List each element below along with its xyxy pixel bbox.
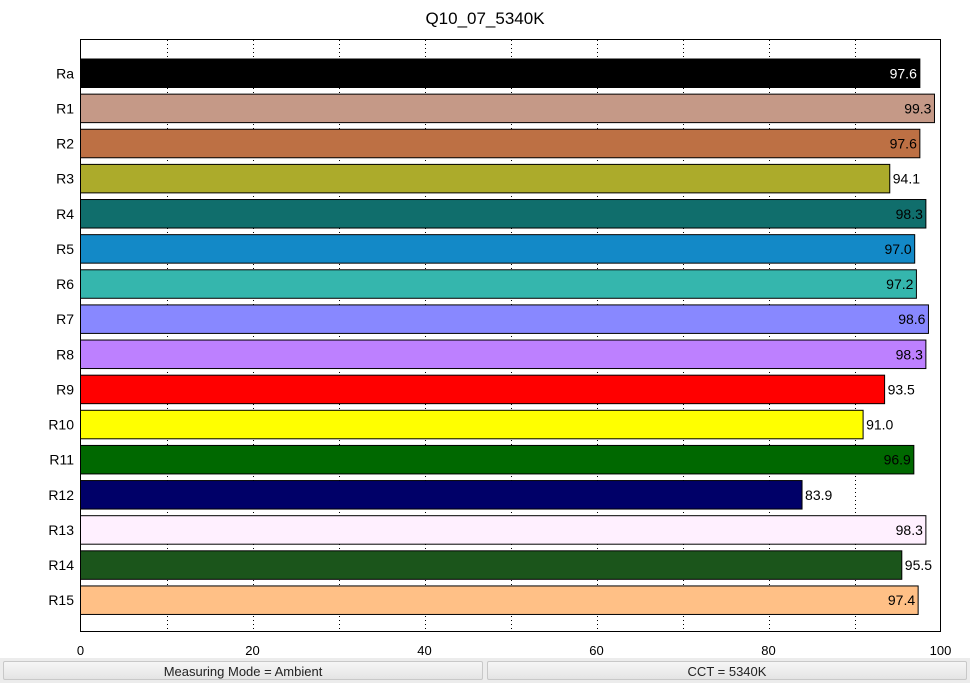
bar-value-label: 97.6	[890, 136, 917, 152]
category-label: R8	[56, 346, 74, 362]
category-label: R5	[56, 241, 74, 257]
category-label: R12	[48, 487, 74, 503]
bar-r10	[80, 409, 864, 440]
bar-r2	[80, 128, 921, 159]
bar-r13	[80, 515, 927, 545]
bar-r6	[80, 269, 917, 299]
bar-r3	[80, 163, 891, 194]
bar-value-label: 98.3	[896, 206, 923, 222]
status-bar: Measuring Mode = Ambient CCT = 5340K	[0, 658, 970, 683]
bar-r12	[80, 480, 803, 510]
bar-value-label: 99.3	[904, 100, 931, 116]
bar-value-label: 97.6	[890, 65, 917, 81]
measuring-mode-status: Measuring Mode = Ambient	[3, 661, 483, 680]
category-label: Ra	[56, 65, 74, 81]
bar-value-label: 98.3	[896, 346, 923, 362]
category-label: R6	[56, 276, 74, 292]
bar-value-label: 91.0	[866, 417, 893, 433]
category-label: R15	[48, 592, 74, 608]
bar-value-label: 98.6	[898, 311, 925, 327]
x-axis-ticks: 0 20 40 60 80 100	[77, 643, 951, 658]
category-label: R13	[48, 522, 74, 538]
bar-ra	[80, 58, 921, 88]
category-label: R4	[56, 206, 74, 222]
x-tick-label: 60	[589, 643, 603, 658]
bar-r8	[80, 339, 927, 370]
x-tick-label: 0	[77, 643, 84, 658]
bar-value-label: 96.9	[884, 452, 911, 468]
bar-value-label: 97.4	[888, 592, 915, 608]
bar-chart: Q10_07_5340K 97.699.397.694.198.397.097.…	[48, 9, 951, 658]
category-label: R14	[48, 557, 74, 573]
bar-value-label: 83.9	[805, 487, 832, 503]
category-label: R1	[56, 100, 74, 116]
bar-r4	[80, 199, 927, 229]
bars: 97.6 99.3 97.6 94.1 98.3 97.0 97.2 98.6 98.3 93.5…	[80, 58, 935, 615]
cct-status: CCT = 5340K	[487, 661, 967, 680]
category-label: R9	[56, 381, 74, 397]
bar-value-label: 98.3	[896, 522, 923, 538]
bar-r7	[80, 304, 929, 334]
bar-value-label: 93.5	[888, 381, 915, 397]
bar-r5	[80, 234, 916, 264]
bar-r11	[80, 444, 915, 475]
chart-title: Q10_07_5340K	[425, 9, 545, 28]
y-axis-labels: Ra R1 R2 R3 R4 R5 R6 R7 R8 R9 R10 R11 R12 R13 R14 R15	[48, 65, 74, 608]
plot-frame	[80, 39, 941, 632]
x-tick-label: 20	[245, 643, 259, 658]
bar-r14	[80, 550, 903, 580]
bar-value-label: 95.5	[905, 557, 932, 573]
category-label: R2	[56, 136, 74, 152]
category-label: R7	[56, 311, 74, 327]
category-label: R10	[48, 417, 74, 433]
bar-value-label: 97.2	[886, 276, 913, 292]
x-tick-label: 40	[417, 643, 431, 658]
bar-value-label: 97.0	[884, 241, 911, 257]
bar-r1	[80, 93, 935, 124]
x-tick-label: 100	[930, 643, 952, 658]
bar-value-label: 94.1	[893, 171, 920, 187]
category-label: R11	[49, 452, 74, 468]
bar-r15	[80, 585, 919, 615]
x-tick-label: 80	[761, 643, 775, 658]
bar-r9	[80, 374, 886, 405]
category-label: R3	[56, 171, 74, 187]
